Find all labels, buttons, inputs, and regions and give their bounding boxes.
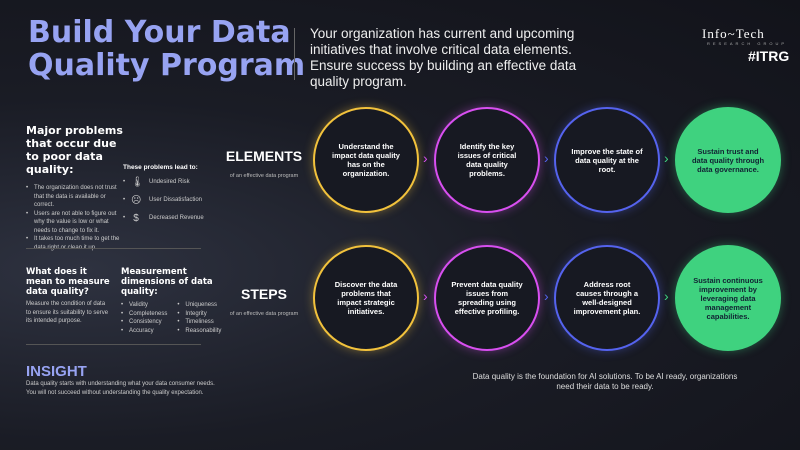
leads-heading: These problems lead to: xyxy=(123,164,198,171)
list-item: Completeness xyxy=(121,310,167,319)
divider xyxy=(26,344,201,345)
dollar-icon: $ xyxy=(133,212,139,224)
logo: Info~Tech xyxy=(702,26,765,41)
measure-heading: What does it mean to measure data qualit… xyxy=(26,267,110,297)
divider xyxy=(26,248,201,249)
chevron-right-icon: › xyxy=(423,288,428,304)
leads-section: These problems lead to: 🌡︎ Undesired Risk… xyxy=(123,164,213,227)
chevron-right-icon: › xyxy=(544,288,549,304)
row-title: ELEMENTS xyxy=(225,148,303,164)
flow-circle: Prevent data quality issues from spreadi… xyxy=(434,245,540,351)
frown-icon: ☹ xyxy=(131,194,142,206)
insight-heading: INSIGHT xyxy=(26,363,87,380)
list-item: The organization does not trust that the… xyxy=(26,184,126,210)
logo-sub: RESEARCH GROUP xyxy=(707,41,788,46)
title-line-1: Build Your Data xyxy=(28,15,291,50)
list-item: Integrity xyxy=(177,310,221,319)
list-item: Reasonability xyxy=(177,327,221,336)
lead-item: ☹ User Dissatisfaction xyxy=(123,191,213,209)
measure-text: Measure the condition of data to ensure … xyxy=(26,301,109,324)
intro-text: Your organization has current and upcomi… xyxy=(310,26,577,89)
list-item: Users are not able to figure out why the… xyxy=(26,210,126,236)
problems-list: The organization does not trust that the… xyxy=(26,184,126,252)
chevron-right-icon: › xyxy=(544,150,549,166)
list-item: Timeliness xyxy=(177,318,221,327)
flow-circle: Discover the data problems that impact s… xyxy=(313,245,419,351)
flow-circle: Sustain trust and data quality through d… xyxy=(675,107,781,213)
list-item: It takes too much time to get the data r… xyxy=(26,235,126,252)
row-label-steps: STEPS of an effective data program xyxy=(224,286,304,320)
flow-circle: Improve the state of data quality at the… xyxy=(554,107,660,213)
chevron-right-icon: › xyxy=(664,288,669,304)
row-label-elements: ELEMENTS of an effective data program xyxy=(224,148,304,182)
chevron-right-icon: › xyxy=(664,150,669,166)
lead-label: Decreased Revenue xyxy=(149,215,204,221)
footer-text: Data quality is the foundation for AI so… xyxy=(472,372,738,391)
lead-label: Undesired Risk xyxy=(149,179,190,185)
row-subtitle: of an effective data program xyxy=(229,173,299,179)
flow-circle: Address root causes through a well-desig… xyxy=(554,245,660,351)
measure-section: What does it mean to measure data qualit… xyxy=(26,267,111,326)
row-subtitle: of an effective data program xyxy=(229,311,299,317)
flow-circle: Understand the impact data quality has o… xyxy=(313,107,419,213)
flow-circle: Identify the key issues of critical data… xyxy=(434,107,540,213)
list-item: Validity xyxy=(121,301,167,310)
list-item: Consistency xyxy=(121,318,167,327)
lead-item: $ Decreased Revenue xyxy=(123,209,213,227)
title-line-2: Quality Program xyxy=(28,48,306,83)
dimensions-section: Measurement dimensions of data quality: … xyxy=(121,267,221,336)
thermometer-icon: 🌡︎ xyxy=(131,176,144,188)
flow-circle: Sustain continuous improvement by levera… xyxy=(675,245,781,351)
list-item: Accuracy xyxy=(121,327,167,336)
itrg-badge: #ITRG xyxy=(748,48,790,64)
divider xyxy=(294,28,295,80)
dimensions-heading: Measurement dimensions of data quality: xyxy=(121,267,213,297)
page-title: Build Your Data Quality Program xyxy=(28,16,305,82)
problems-heading: Major problems that occur due to poor da… xyxy=(26,124,123,176)
lead-label: User Dissatisfaction xyxy=(149,197,203,203)
insight-text: Data quality starts with understanding w… xyxy=(26,381,215,396)
problems-section: Major problems that occur due to poor da… xyxy=(26,124,126,252)
list-item: Uniqueness xyxy=(177,301,221,310)
lead-item: 🌡︎ Undesired Risk xyxy=(123,173,213,191)
row-title: STEPS xyxy=(241,286,287,302)
chevron-right-icon: › xyxy=(423,150,428,166)
